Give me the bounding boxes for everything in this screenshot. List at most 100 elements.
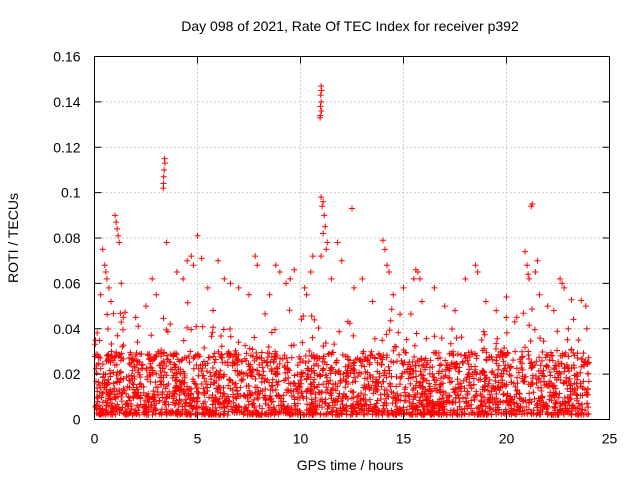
- data-point: [447, 411, 454, 418]
- data-point: [406, 359, 413, 366]
- data-point: [294, 362, 301, 369]
- data-point: [193, 395, 200, 402]
- data-point: [277, 402, 284, 409]
- data-point: [319, 367, 326, 374]
- data-point: [481, 386, 488, 393]
- data-point: [308, 399, 315, 406]
- data-point: [120, 356, 127, 363]
- data-point: [254, 262, 261, 269]
- data-point: [227, 352, 234, 359]
- data-point: [143, 303, 149, 310]
- data-point: [449, 325, 456, 332]
- data-point: [305, 358, 312, 365]
- data-point: [187, 348, 194, 355]
- data-point: [140, 389, 147, 396]
- data-point: [268, 354, 275, 361]
- data-point: [481, 345, 488, 352]
- data-point: [176, 411, 183, 418]
- data-point: [335, 411, 342, 418]
- data-point: [583, 391, 590, 398]
- data-point: [251, 396, 258, 403]
- data-point: [522, 248, 529, 255]
- data-point: [156, 410, 163, 417]
- data-point: [211, 372, 218, 379]
- data-point: [460, 377, 467, 384]
- data-point: [560, 411, 567, 418]
- data-point: [137, 392, 144, 399]
- data-point: [190, 378, 197, 385]
- data-point: [144, 376, 151, 383]
- data-point: [217, 367, 224, 374]
- data-point: [307, 374, 314, 381]
- data-point: [105, 379, 112, 386]
- data-point: [479, 411, 486, 418]
- data-point: [489, 356, 496, 363]
- data-point: [262, 400, 269, 407]
- data-point: [307, 386, 313, 393]
- data-point: [265, 407, 272, 414]
- data-point: [148, 332, 155, 339]
- data-point: [557, 370, 564, 377]
- data-point: [145, 352, 152, 359]
- data-point: [421, 411, 428, 418]
- data-point: [157, 409, 164, 416]
- data-point: [146, 372, 153, 379]
- data-point: [344, 318, 351, 325]
- data-point: [396, 351, 403, 358]
- data-point: [103, 406, 110, 413]
- data-point: [153, 291, 160, 298]
- data-point: [567, 381, 574, 388]
- data-point: [554, 411, 561, 418]
- data-point: [294, 371, 301, 378]
- data-point: [360, 395, 367, 402]
- data-point: [446, 350, 453, 357]
- data-point: [255, 395, 262, 402]
- data-point: [208, 411, 215, 418]
- data-point: [260, 372, 267, 379]
- data-point: [539, 348, 546, 355]
- data-point: [479, 403, 486, 410]
- data-point: [381, 391, 388, 398]
- data-point: [209, 401, 216, 408]
- data-point: [537, 394, 544, 401]
- data-point: [291, 394, 298, 401]
- data-point: [105, 352, 112, 359]
- data-point: [243, 357, 250, 364]
- data-point: [99, 246, 106, 253]
- data-point: [320, 343, 327, 350]
- data-point: [481, 331, 488, 338]
- data-point: [180, 368, 187, 375]
- data-point: [447, 340, 454, 347]
- data-point: [535, 376, 542, 383]
- data-point: [574, 392, 581, 399]
- data-point: [562, 349, 569, 356]
- data-point: [551, 403, 558, 410]
- data-point: [336, 367, 343, 374]
- data-point: [209, 364, 216, 371]
- data-point: [284, 365, 291, 372]
- data-point: [196, 353, 203, 360]
- data-point: [281, 362, 288, 369]
- data-point: [452, 307, 458, 314]
- data-point: [537, 335, 544, 342]
- data-point: [286, 307, 293, 314]
- data-point: [322, 340, 329, 347]
- data-point: [194, 232, 201, 239]
- data-point: [407, 310, 414, 317]
- data-point: [123, 390, 130, 397]
- data-point: [172, 377, 179, 384]
- data-point: [163, 394, 170, 401]
- data-point: [280, 409, 287, 416]
- data-point: [323, 374, 330, 381]
- data-point: [434, 409, 441, 416]
- data-point: [456, 368, 463, 375]
- data-point: [328, 364, 335, 371]
- data-point: [122, 309, 129, 316]
- data-point: [354, 402, 361, 409]
- data-point: [120, 314, 127, 321]
- data-point: [110, 380, 117, 387]
- data-point: [420, 407, 427, 414]
- data-point: [149, 357, 156, 364]
- data-point: [274, 365, 281, 372]
- data-point: [168, 409, 175, 416]
